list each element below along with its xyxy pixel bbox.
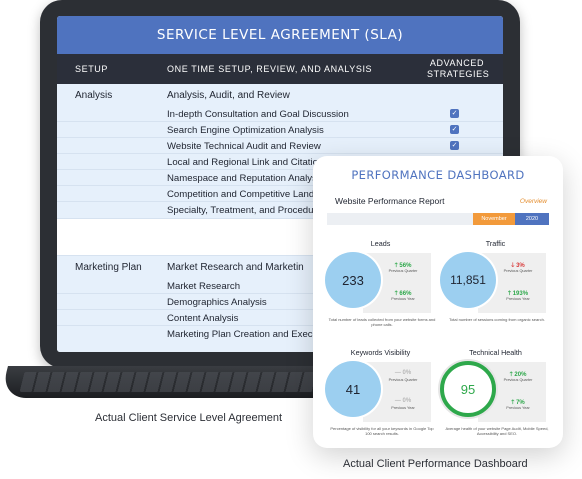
overview-link[interactable]: Overview	[519, 198, 547, 205]
column-advanced-line2: STRATEGIES	[427, 69, 490, 79]
keyboard-keys	[19, 372, 325, 392]
sla-column-header: SETUP ONE TIME SETUP, REVIEW, AND ANALYS…	[57, 54, 503, 84]
row-label: Competition and Competitive Land	[167, 189, 315, 200]
metric-title: Traffic	[485, 239, 506, 248]
period-year[interactable]: 2020	[515, 213, 549, 225]
delta-year-label: Previous Year	[391, 297, 415, 301]
arrow-up-icon: 🡑	[394, 291, 398, 297]
arrow-up-icon: 🡑	[509, 372, 513, 378]
delta-quarter-label: Previous Quarter	[388, 269, 418, 273]
period-month[interactable]: November	[473, 213, 515, 225]
delta-quarter: — 0%	[375, 370, 431, 376]
delta-quarter: 🡑 56%	[375, 261, 431, 271]
period-bar: November 2020	[327, 213, 549, 225]
metric-title: Technical Health	[469, 348, 522, 357]
delta-year-label: Previous Year	[391, 406, 415, 410]
table-row: Website Technical Audit and Review ✓	[57, 138, 503, 154]
group-name: Marketing Plan	[75, 262, 142, 273]
group-heading: Market Research and Marketin	[167, 262, 304, 273]
group-row-analysis: Analysis Analysis, Audit, and Review	[57, 84, 503, 106]
arrow-up-icon: 🡑	[394, 263, 398, 269]
column-setup: SETUP	[75, 64, 109, 74]
caption-sla: Actual Client Service Level Agreement	[95, 412, 283, 424]
row-label: Local and Regional Link and Citation	[167, 157, 324, 168]
delta-year: — 0%	[375, 398, 431, 404]
checkbox-checked-icon[interactable]: ✓	[450, 125, 459, 134]
metric-value-circle: 233	[325, 252, 381, 308]
table-row: Search Engine Optimization Analysis ✓	[57, 122, 503, 138]
metric-title: Leads	[370, 239, 391, 248]
delta-value: 20%	[514, 372, 527, 378]
metric-value-ring: 95	[440, 361, 496, 417]
metric-note: Total number of leads collected from you…	[328, 317, 436, 327]
metric-note: Total number of sessions coming from org…	[449, 317, 545, 322]
arrow-up-icon: 🡑	[511, 400, 515, 406]
table-row: In-depth Consultation and Goal Discussio…	[57, 106, 503, 122]
delta-quarter-label: Previous Quarter	[503, 269, 533, 273]
delta-value: 3%	[516, 263, 525, 269]
delta-year: 🡑 66%	[375, 289, 431, 299]
delta-quarter-label: Previous Quarter	[503, 378, 533, 382]
performance-dashboard-card: PERFORMANCE DASHBOARD Website Performanc…	[313, 156, 563, 448]
row-label: Market Research	[167, 281, 241, 292]
metric-leads: Leads 🡑 56% Previous Quarter 🡑 66% Previ…	[323, 239, 438, 344]
row-label: Specialty, Treatment, and Procedur	[167, 205, 317, 216]
dashboard-title: PERFORMANCE DASHBOARD	[351, 168, 525, 182]
delta-value: 66%	[399, 291, 412, 297]
metric-technical-health: Technical Health 🡑 20% Previous Quarter …	[438, 348, 553, 448]
row-label: In-depth Consultation and Goal Discussio…	[167, 109, 349, 120]
row-label: Marketing Plan Creation and Execu	[167, 329, 318, 340]
delta-quarter: 🡓 3%	[490, 261, 546, 271]
arrow-up-icon: 🡑	[507, 291, 512, 297]
metric-value-circle: 11,851	[440, 252, 496, 308]
metric-traffic: Traffic 🡓 3% Previous Quarter 🡑 193% Pre…	[438, 239, 553, 344]
metric-title: Keywords Visibility	[350, 348, 411, 357]
delta-quarter: 🡑 20%	[490, 370, 546, 380]
row-label: Content Analysis	[167, 313, 239, 324]
dash-icon: —	[394, 370, 401, 376]
checkbox-checked-icon[interactable]: ✓	[450, 109, 459, 118]
metric-note: Average health of your website Page Audi…	[445, 426, 549, 436]
metric-value-circle: 41	[325, 361, 381, 417]
checkbox-checked-icon[interactable]: ✓	[450, 141, 459, 150]
row-label: Search Engine Optimization Analysis	[167, 125, 324, 136]
delta-value: 7%	[516, 400, 525, 406]
delta-year-label: Previous Year	[506, 406, 530, 410]
sla-title: SERVICE LEVEL AGREEMENT (SLA)	[57, 16, 503, 54]
delta-year-label: Previous Year	[506, 297, 530, 301]
caption-dashboard: Actual Client Performance Dashboard	[343, 458, 528, 470]
report-title: Website Performance Report	[335, 196, 445, 206]
row-label: Namespace and Reputation Analys	[167, 173, 317, 184]
delta-quarter-label: Previous Quarter	[388, 378, 418, 382]
delta-year: 🡑 193%	[490, 289, 546, 299]
metric-keywords-visibility: Keywords Visibility — 0% Previous Quarte…	[323, 348, 438, 448]
delta-value: 193%	[512, 291, 529, 297]
dash-icon: —	[394, 398, 401, 404]
column-advanced-line1: ADVANCED	[429, 58, 485, 68]
metric-note: Percentage of visibility for all your ke…	[330, 426, 434, 436]
row-label: Website Technical Audit and Review	[167, 141, 321, 152]
column-advanced-strategies: ADVANCED STRATEGIES	[427, 58, 490, 80]
delta-value: 56%	[399, 263, 412, 269]
group-heading: Analysis, Audit, and Review	[167, 90, 290, 101]
arrow-down-icon: 🡓	[511, 263, 515, 269]
delta-year: 🡑 7%	[490, 398, 546, 408]
column-description: ONE TIME SETUP, REVIEW, AND ANALYSIS	[167, 64, 373, 74]
delta-value: 0%	[402, 398, 412, 404]
delta-value: 0%	[402, 370, 412, 376]
row-label: Demographics Analysis	[167, 297, 267, 308]
group-name: Analysis	[75, 90, 113, 101]
